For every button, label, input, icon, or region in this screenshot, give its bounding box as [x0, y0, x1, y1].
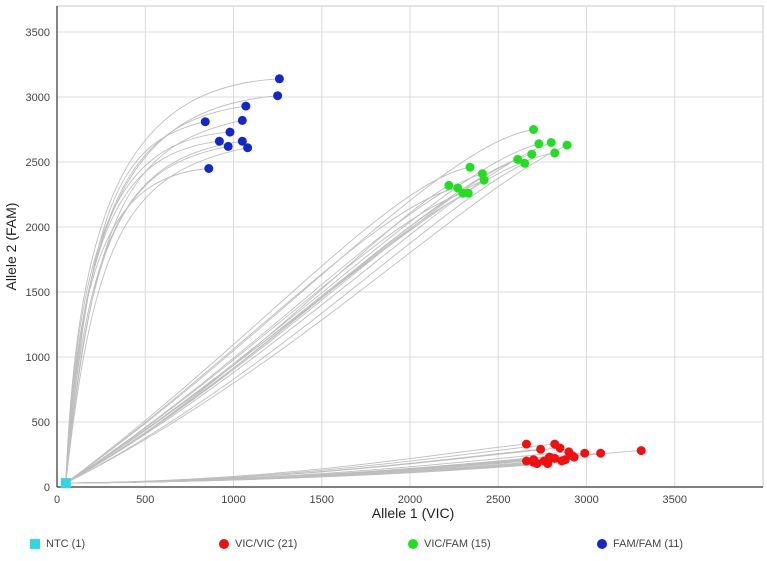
y-tick-label: 0	[44, 482, 50, 494]
legend-label-vic-vic: VIC/VIC (21)	[235, 538, 298, 550]
vic-fam-data-point	[444, 180, 454, 190]
fam-fam-data-point	[200, 117, 210, 127]
vic-vic-data-point	[557, 456, 567, 466]
fam-fam-data-point	[237, 136, 247, 146]
vic-vic-data-point	[569, 452, 579, 462]
vic-fam-data-point	[534, 139, 544, 149]
amplification-trace	[65, 162, 525, 484]
fam-fam-data-point	[273, 91, 283, 101]
legend-item-fam-fam[interactable]: FAM/FAM (11)	[597, 538, 683, 550]
amplification-trace	[65, 168, 209, 484]
amplification-trace	[65, 131, 231, 484]
amplification-trace	[65, 147, 248, 484]
x-tick-label: 1000	[221, 494, 245, 506]
legend-label-ntc: NTC (1)	[46, 538, 86, 550]
vic-vic-data-point	[543, 459, 553, 469]
amplification-trace	[65, 78, 280, 484]
legend-item-ntc[interactable]: NTC (1)	[30, 538, 85, 550]
vic-fam-data-point	[550, 148, 560, 158]
x-tick-label: 0	[54, 494, 60, 506]
vic-fam-data-point	[463, 188, 473, 198]
vic-vic-data-point	[521, 456, 531, 466]
x-tick-label: 3500	[663, 494, 687, 506]
x-tick-label: 500	[136, 494, 154, 506]
amplification-trace	[65, 153, 532, 484]
amplification-trace	[65, 166, 471, 484]
x-tick-label: 1500	[310, 494, 334, 506]
vic-fam-data-point	[465, 162, 475, 172]
x-tick-label: 3000	[574, 494, 598, 506]
fam-fam-data-point	[274, 74, 284, 84]
x-tick-label: 2500	[486, 494, 510, 506]
vic-fam-data-point	[562, 140, 572, 150]
amplification-trace	[65, 142, 552, 484]
y-tick-label: 3500	[26, 27, 50, 39]
fam-fam-data-point	[204, 164, 214, 173]
amplification-trace	[65, 119, 243, 484]
y-tick-label: 2000	[26, 222, 50, 234]
vic-fam-data-point	[546, 138, 556, 147]
legend-item-vic-fam[interactable]: VIC/FAM (15)	[408, 538, 491, 550]
amplification-trace	[65, 144, 568, 484]
vic-vic-dot-icon	[219, 539, 229, 549]
fam-fam-data-point	[225, 127, 235, 137]
vic-vic-data-point	[580, 448, 590, 458]
amplification-trace	[65, 192, 464, 484]
amplification-trace	[65, 192, 469, 484]
vic-vic-data-point	[529, 455, 539, 465]
vic-vic-data-point	[636, 446, 646, 456]
vic-fam-data-point	[513, 154, 523, 164]
amplification-trace	[65, 187, 458, 484]
allelic-discrimination-plot: 0 500 1000 1500 2000 2500 3000 3500 0 500 1000 1500…	[3, 5, 764, 521]
amplification-trace	[65, 140, 243, 484]
legend-label-vic-fam: VIC/FAM (15)	[424, 538, 491, 550]
vic-vic-data-point	[596, 448, 606, 458]
amplification-trace	[65, 105, 246, 484]
legend-item-vic-vic[interactable]: VIC/VIC (21)	[219, 538, 297, 550]
ntc-square-icon	[30, 539, 40, 549]
fam-fam-data-point	[214, 136, 224, 146]
vic-vic-data-point	[521, 439, 531, 449]
fam-fam-data-point	[243, 143, 253, 153]
amplification-trace	[65, 463, 548, 484]
vic-fam-data-point	[527, 149, 537, 159]
y-tick-label: 500	[32, 417, 50, 429]
fam-fam-data-point	[241, 101, 251, 111]
amplification-trace	[65, 145, 229, 484]
amplification-trace	[65, 140, 220, 484]
vic-vic-data-point	[550, 453, 560, 463]
legend: NTC (1) VIC/VIC (21) VIC/FAM (15) FAM/FA…	[0, 532, 767, 560]
fam-fam-dot-icon	[597, 539, 607, 549]
legend-label-fam-fam: FAM/FAM (11)	[613, 538, 684, 550]
y-tick-label: 3000	[26, 92, 50, 104]
x-tick-label: 2000	[398, 494, 422, 506]
y-tick-label: 2500	[26, 157, 50, 169]
ntc-data-point	[60, 478, 71, 489]
y-tick-label: 1000	[26, 352, 50, 364]
vic-fam-dot-icon	[408, 539, 418, 549]
scatter-plot-svg: 0 500 1000 1500 2000 2500 3000 3500 0 500 1000 1500…	[3, 5, 764, 521]
vic-vic-data-point	[555, 443, 565, 453]
y-axis-title: Allele 2 (FAM)	[3, 203, 19, 291]
vic-vic-data-point	[536, 444, 546, 454]
vic-fam-data-point	[479, 175, 489, 185]
trace-lines	[65, 78, 642, 484]
x-axis-title: Allele 1 (VIC)	[372, 505, 454, 521]
fam-fam-data-point	[237, 115, 247, 125]
vic-fam-data-point	[529, 125, 539, 134]
vic-fam-data-point	[520, 158, 530, 168]
fam-fam-data-point	[223, 141, 233, 151]
y-tick-label: 1500	[26, 287, 50, 299]
